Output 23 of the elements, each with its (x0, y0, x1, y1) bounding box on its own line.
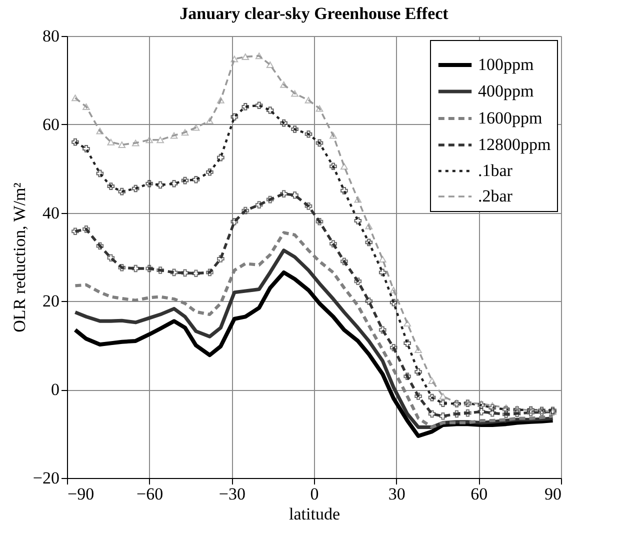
x-axis-title: latitude (289, 504, 340, 524)
line-series (73, 270, 555, 438)
x-tick-label: 90 (544, 484, 562, 504)
y-tick-label: 20 (42, 292, 60, 311)
chart-title: January clear-sky Greenhouse Effect (180, 4, 449, 23)
y-tick-label: −20 (32, 468, 60, 488)
y-tick-label: 80 (42, 26, 60, 46)
legend-label: .1bar (478, 161, 513, 180)
legend-label: 12800ppm (478, 135, 551, 154)
y-tick-label: 40 (42, 203, 60, 222)
y-tick-label: 60 (42, 114, 60, 134)
x-tick-label: −30 (218, 484, 246, 504)
legend-label: 400ppm (478, 82, 534, 100)
x-tick-label: 60 (470, 484, 488, 504)
y-tick-label: 0 (51, 380, 60, 400)
legend-label: 100ppm (478, 55, 534, 74)
x-tick-label: −90 (68, 484, 94, 504)
x-tick-label: −60 (136, 484, 164, 504)
legend-label: .2bar (478, 186, 513, 206)
y-axis-title: OLR reduction, W/m² (10, 182, 29, 332)
x-tick-label: 30 (388, 484, 406, 504)
legend-label: 1600ppm (478, 108, 542, 128)
x-tick-label: 0 (310, 484, 319, 504)
